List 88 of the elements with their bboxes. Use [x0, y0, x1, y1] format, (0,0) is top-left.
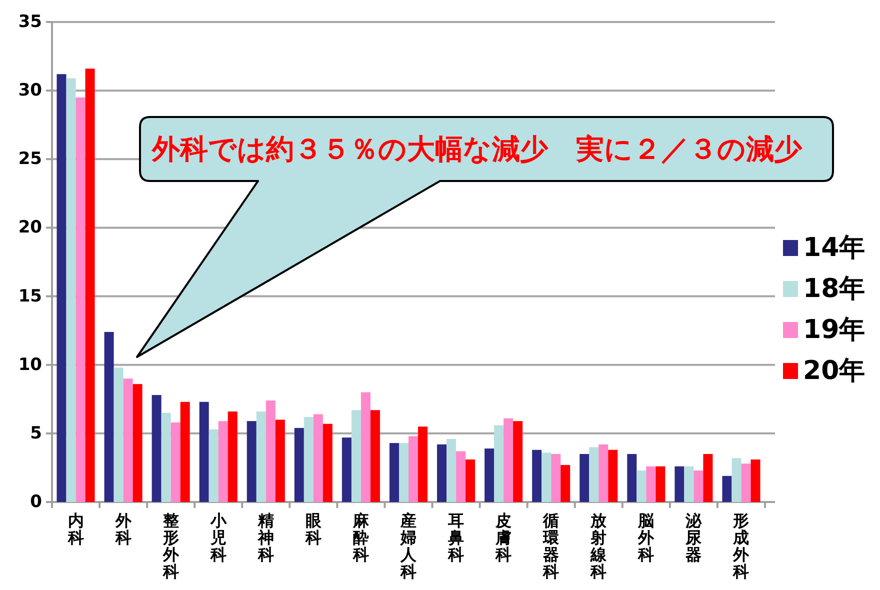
bar [646, 466, 656, 502]
x-tick-label: 産婦人科 [400, 511, 418, 581]
bar [370, 410, 380, 502]
bar [722, 476, 732, 502]
bar [636, 470, 646, 502]
bar [104, 332, 114, 502]
bar [180, 402, 190, 502]
bar [674, 466, 684, 502]
annotation: 外科では約３５％の大幅な減少 実に２／３の減少 [151, 132, 803, 166]
bar [152, 395, 162, 502]
bar [466, 459, 476, 502]
bar [389, 443, 399, 502]
bar [85, 68, 95, 502]
bar [551, 454, 561, 502]
bar [694, 470, 704, 502]
bar [161, 412, 171, 502]
bar [589, 447, 599, 502]
x-tick-label: 小児科 [209, 511, 228, 564]
bar [580, 454, 590, 502]
bar [294, 428, 304, 502]
bar [732, 458, 742, 502]
bar [275, 420, 285, 502]
legend-label: 18年 [803, 274, 866, 304]
x-tick-label: 皮膚科 [494, 511, 512, 564]
y-tick-label: 30 [18, 80, 42, 101]
bar [703, 454, 713, 502]
bar [256, 411, 266, 502]
legend-label: 20年 [803, 356, 866, 386]
bar [542, 452, 552, 502]
bar [446, 438, 456, 502]
x-tick-label: 脳外科 [637, 511, 656, 564]
bar [114, 368, 124, 502]
bar [398, 443, 408, 502]
bar [560, 464, 570, 502]
legend-label: 14年 [803, 233, 866, 263]
bar [199, 402, 209, 502]
bar [351, 410, 361, 502]
x-tick-label: 耳鼻科 [447, 511, 464, 564]
bar [360, 392, 370, 502]
y-tick-label: 5 [30, 423, 42, 444]
y-tick-label: 35 [18, 12, 42, 32]
x-tick-label: 眼科 [304, 511, 322, 547]
bar [437, 444, 447, 502]
bar [342, 438, 352, 502]
bar [750, 459, 760, 502]
bar [123, 378, 133, 502]
legend-label: 19年 [803, 315, 866, 345]
bar [408, 436, 418, 502]
x-tick-label: 精神科 [256, 511, 274, 564]
bar [228, 411, 238, 502]
bar [504, 418, 514, 502]
x-tick-label: 形成外科 [732, 511, 750, 581]
bar [56, 74, 66, 502]
bar [741, 464, 751, 502]
bar [76, 97, 86, 502]
y-tick-label: 0 [30, 492, 42, 512]
x-tick-label: 放射線科 [590, 511, 608, 581]
bar [266, 400, 276, 502]
bar [627, 454, 637, 502]
bar [313, 414, 323, 502]
bar [484, 448, 494, 502]
bar [532, 450, 542, 502]
bar [494, 425, 504, 502]
y-tick-label: 20 [18, 218, 42, 238]
bar [608, 450, 618, 502]
bar [304, 416, 314, 502]
y-tick-label: 15 [18, 286, 42, 306]
bar [66, 78, 76, 502]
x-tick-label: 麻酔科 [352, 511, 370, 564]
x-tick-label: 循環器科 [542, 511, 560, 581]
y-tick-label: 10 [18, 354, 42, 375]
bar [418, 426, 428, 502]
bar [208, 429, 218, 502]
x-tick-label: 泌尿器 [684, 511, 703, 564]
x-tick-label: 内科 [66, 511, 84, 547]
x-tick-label: 整形外科 [162, 511, 180, 581]
bar [513, 421, 523, 502]
bar [170, 422, 180, 502]
bar [598, 444, 608, 502]
bar [132, 384, 142, 502]
bar [656, 466, 666, 502]
y-tick-label: 25 [18, 149, 42, 170]
bar [456, 451, 466, 502]
bar [322, 424, 332, 502]
bar [684, 466, 694, 502]
x-tick-label: 外科 [114, 511, 132, 547]
bar [218, 421, 228, 502]
bar [246, 421, 256, 502]
